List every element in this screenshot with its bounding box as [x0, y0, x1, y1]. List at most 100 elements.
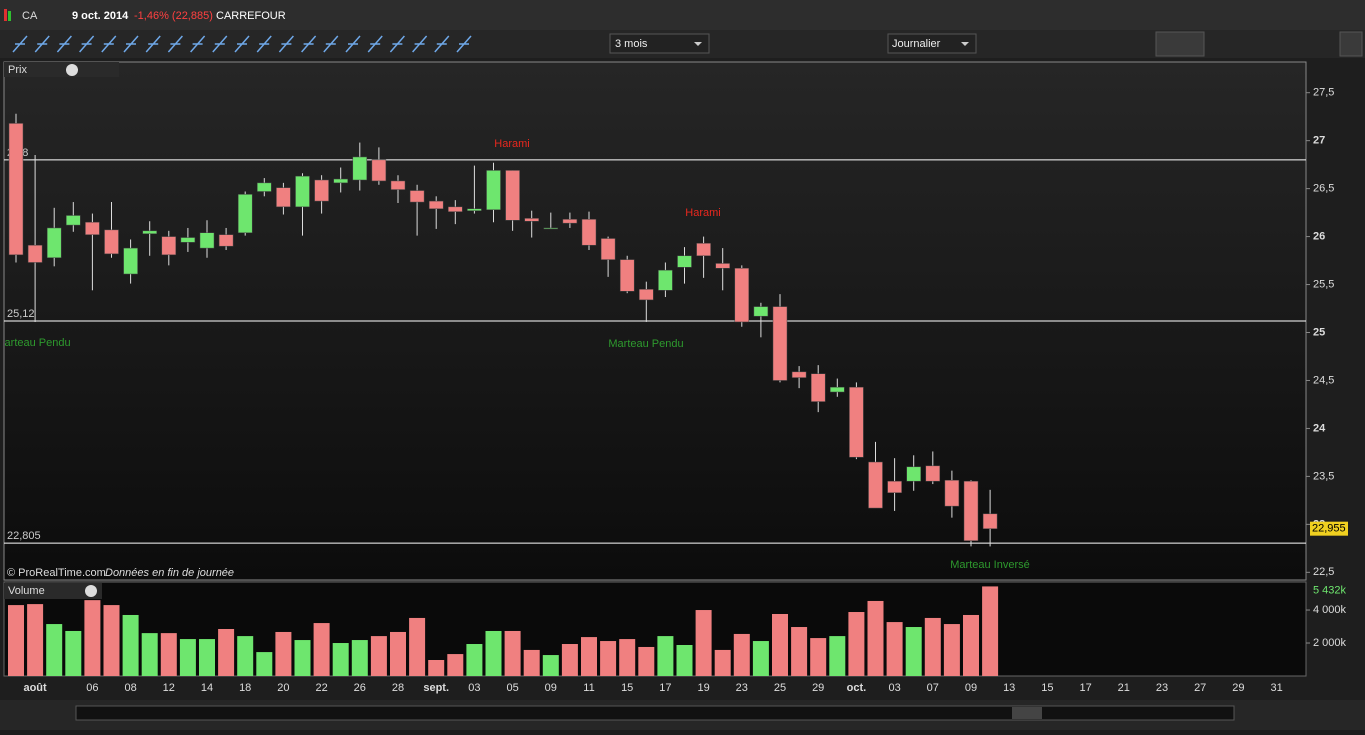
x-tick-label: oct.	[847, 682, 867, 694]
volume-bar	[772, 613, 788, 676]
tool-icon	[367, 35, 383, 53]
close-button[interactable]	[85, 585, 97, 597]
y-tick-label: 25,5	[1313, 278, 1334, 290]
annotation: Harami	[494, 138, 529, 150]
candle-body	[810, 373, 826, 402]
volume-bar	[179, 639, 196, 676]
candle-body	[218, 234, 234, 247]
panel-header	[4, 62, 119, 77]
side-button[interactable]	[1339, 31, 1363, 57]
volume-bar	[657, 636, 674, 676]
candle-body	[8, 123, 24, 256]
volume-bar	[447, 654, 464, 676]
tool-icon	[256, 35, 272, 53]
volume-bar	[122, 614, 139, 676]
symbol[interactable]: CA	[22, 10, 38, 22]
close-button[interactable]	[66, 64, 78, 76]
x-tick-label: 19	[697, 682, 709, 694]
volume-bar	[714, 649, 731, 676]
period-select[interactable]	[609, 33, 710, 54]
source: © ProRealTime.com	[7, 567, 106, 579]
x-tick-label: sept.	[423, 682, 449, 694]
candle-body	[696, 243, 711, 257]
volume-bar	[638, 646, 655, 676]
y-tick-label: 27,5	[1313, 87, 1334, 99]
volume-bar	[676, 644, 693, 676]
volume-bar	[695, 610, 712, 676]
x-tick-label: 17	[1079, 682, 1091, 694]
last-price-tag	[1310, 521, 1348, 536]
volume-bar	[65, 630, 82, 676]
volume-bar	[504, 630, 521, 676]
candle-body	[180, 237, 196, 243]
candle-body	[46, 227, 62, 258]
volume-bar	[561, 644, 578, 676]
x-tick-label: 12	[163, 682, 175, 694]
drawing-tools[interactable]	[12, 35, 472, 53]
volume-bar	[733, 633, 750, 676]
volume-bar	[867, 600, 884, 676]
dropdown-arrow	[694, 42, 702, 46]
volume-bar	[218, 629, 235, 676]
candle-body	[333, 178, 348, 184]
candle-body	[123, 247, 138, 275]
volume-bar	[8, 605, 24, 676]
candle-body	[486, 170, 501, 210]
indicator-button[interactable]	[1155, 31, 1205, 57]
annotation: Marteau Inversé	[950, 559, 1029, 571]
candle-body	[524, 218, 539, 222]
volume-bar	[199, 639, 215, 676]
volume-bar	[294, 640, 311, 676]
x-tick-label: 03	[888, 682, 900, 694]
tool-icon	[345, 35, 361, 53]
horizontal-line-label: 25,12	[7, 308, 35, 320]
candle-body	[562, 219, 578, 224]
y-tick-label: 24	[1313, 422, 1326, 434]
volume-bar	[848, 612, 865, 676]
volume-bar	[752, 641, 769, 676]
candle-body	[868, 461, 883, 509]
x-tick-label: 14	[201, 682, 213, 694]
candle-body	[352, 156, 368, 181]
interval-label: Journalier	[892, 38, 941, 50]
panel-title: Prix	[8, 64, 27, 76]
volume-bar	[943, 624, 960, 676]
interval-select[interactable]	[887, 33, 977, 54]
y-tick-label: 26,5	[1313, 183, 1334, 195]
annotation: Marteau Pendu	[0, 337, 71, 349]
x-tick-label: 08	[124, 682, 136, 694]
x-tick-label: 27	[1194, 682, 1206, 694]
y-tick-label: 26	[1313, 230, 1325, 242]
candle-body	[600, 238, 616, 260]
x-tick-label: 05	[506, 682, 518, 694]
x-tick-label: 18	[239, 682, 251, 694]
candle-body	[428, 200, 444, 210]
volume-bar	[905, 627, 922, 676]
tool-icon	[323, 35, 339, 53]
logo	[4, 9, 7, 21]
candle-body	[753, 306, 769, 317]
x-tick-label: 23	[1156, 682, 1168, 694]
last-volume-label: 5 432k	[1313, 584, 1347, 596]
scrollbar[interactable]	[75, 705, 1235, 721]
volume-plot	[8, 586, 999, 676]
candle-body	[830, 386, 845, 393]
x-tick-label: 09	[545, 682, 557, 694]
volume-bar	[237, 636, 254, 676]
candle-body	[791, 371, 807, 378]
tool-icon	[145, 35, 161, 53]
volume-bar	[466, 644, 483, 676]
candle-body	[849, 386, 864, 458]
y-tick-label: 27	[1313, 135, 1325, 147]
candle-body	[371, 159, 387, 182]
candle-body	[715, 263, 730, 269]
horizontal-line-label: 22,805	[7, 530, 41, 542]
y-tick-label: 25	[1313, 326, 1325, 338]
tool-icon	[123, 35, 139, 53]
tool-icon	[167, 35, 183, 53]
last-price-label: 22,955	[1312, 523, 1346, 535]
scroll-thumb[interactable]	[1012, 707, 1042, 719]
x-tick-label: 26	[354, 682, 366, 694]
